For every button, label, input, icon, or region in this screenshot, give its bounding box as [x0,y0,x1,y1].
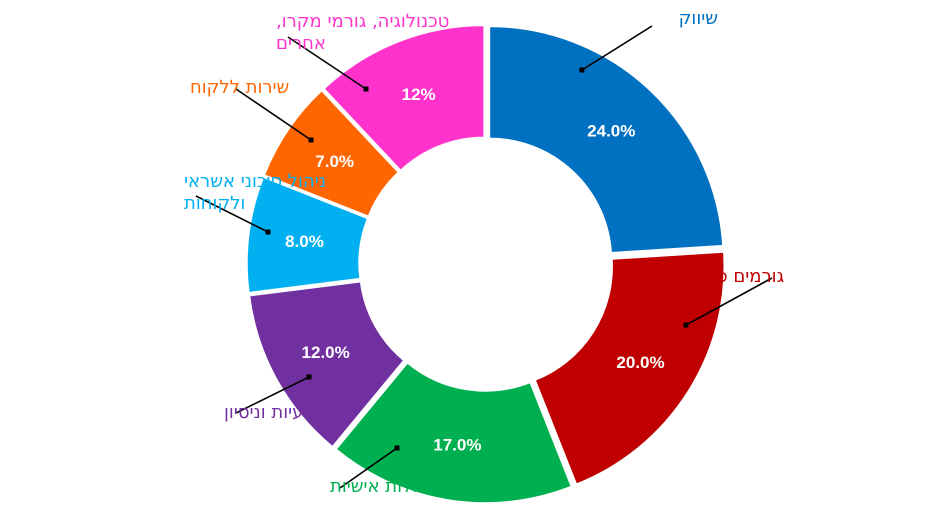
leader-line [235,376,310,414]
leader-line [195,195,269,233]
leader-marker [579,67,585,73]
donut-slices [246,24,725,504]
leader-marker [308,137,314,143]
donut-slice [534,251,725,486]
category-label: שיווק [679,8,718,29]
leader-line [287,36,367,90]
slice-value-label: 8.0% [285,232,324,251]
category-label: טכנולוגיה, גורמי מקרו, [276,11,449,32]
value-labels: 24.0% 20.0% 17.0% 12.0% 8.0% 7.0% 12% [285,85,665,455]
slice-value-label: 17.0% [433,436,481,455]
leader-marker [683,322,689,328]
slice-value-label: 24.0% [587,122,635,141]
category-label: ניהול סיכוני אשראי [184,171,326,192]
slice-value-label: 12% [402,85,436,104]
category-label: אחרים [276,33,326,54]
leader-marker [394,445,400,451]
category-label: ולקוחות [184,193,245,214]
donut-slice [322,24,485,172]
donut-slice [335,361,573,504]
category-label: מקצועיות וניסיון [224,402,344,423]
leader-line [581,25,653,71]
category-label: גורמים פיננסיים [666,266,784,287]
category-label: ניהול ויכולות אישיות [330,476,479,497]
donut-slice [488,25,724,254]
donut-slice [248,280,405,448]
donut-slice [263,89,400,218]
leader-line [339,447,398,489]
leader-marker [265,229,271,235]
slice-value-label: 7.0% [315,152,354,171]
category-label: שירות ללקוח [190,77,289,98]
category-labels: שיווק גורמים פיננסיים ניהול ויכולות אישיות… [184,8,784,497]
leader-line [235,88,312,141]
donut-slice [246,176,369,294]
leader-lines [195,25,773,489]
slice-value-label: 20.0% [616,353,664,372]
slice-value-label: 12.0% [302,343,350,362]
leader-marker [363,86,369,92]
leader-marker [306,374,312,380]
leader-line [685,277,773,326]
